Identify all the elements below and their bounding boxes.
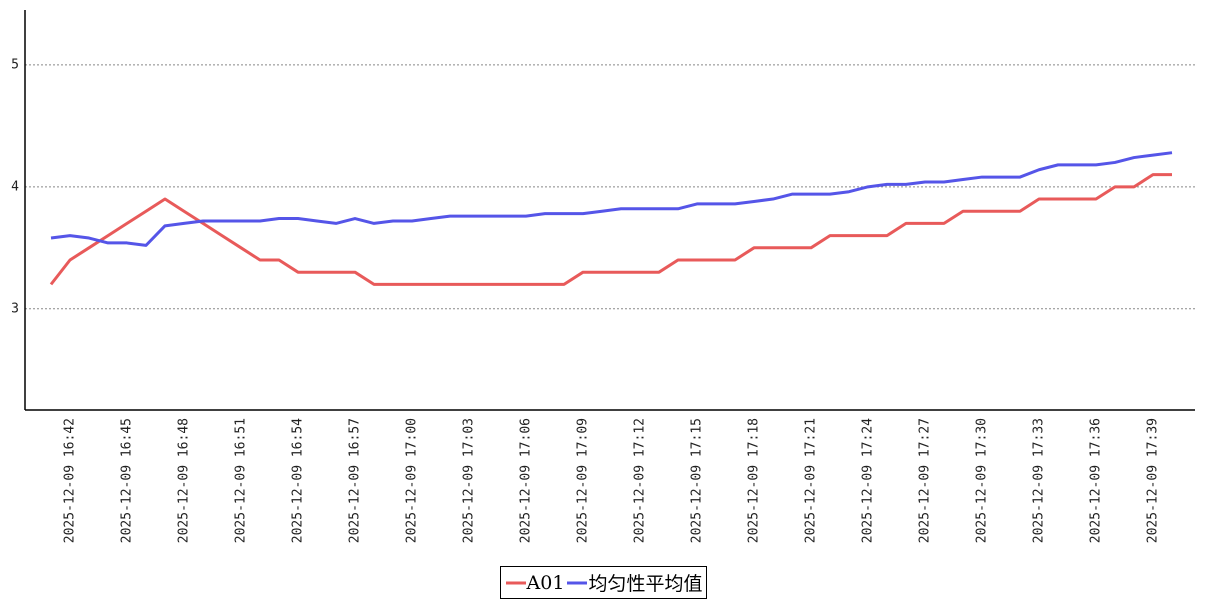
x-tick-label: 2025-12-09 16:57 [348, 418, 363, 543]
x-tick-label: 2025-12-09 17:24 [861, 418, 876, 543]
x-tick-label: 2025-12-09 17:39 [1146, 418, 1161, 543]
legend-label: 均匀性平均值 [588, 573, 703, 595]
x-tick-label: 2025-12-09 17:30 [975, 418, 990, 543]
x-tick-label: 2025-12-09 17:03 [462, 418, 477, 543]
x-tick-label: 2025-12-09 17:36 [1089, 418, 1104, 543]
x-tick-label: 2025-12-09 16:48 [177, 418, 192, 543]
legend-item: A01 [505, 571, 565, 594]
legend-swatch [567, 581, 588, 584]
y-tick-label: 3 [11, 301, 19, 316]
y-tick-label: 4 [11, 179, 19, 194]
x-tick-label: 2025-12-09 16:54 [291, 418, 306, 543]
chart: 3 4 5 2025-12-09 16:42 2025-12-09 16:45 2025-… [11, 10, 1195, 543]
x-tick-label: 2025-12-09 17:18 [747, 418, 762, 543]
series-line [50, 151, 1173, 247]
legend-swatch [505, 581, 526, 584]
x-tick-label: 2025-12-09 16:45 [120, 418, 135, 543]
y-tick-label: 5 [11, 57, 19, 72]
series-line [49, 173, 1172, 286]
x-tick-label: 2025-12-09 17:09 [576, 418, 591, 543]
legend-item: 均匀性平均值 [566, 569, 702, 596]
x-tick-label: 2025-12-09 16:42 [63, 418, 78, 543]
x-tick-label: 2025-12-09 17:00 [405, 418, 420, 543]
x-tick-label: 2025-12-09 17:15 [690, 418, 705, 543]
x-tick-label: 2025-12-09 17:21 [804, 418, 819, 543]
x-tick-label: 2025-12-09 17:12 [633, 418, 648, 543]
x-tick-label: 2025-12-09 17:06 [519, 418, 534, 543]
legend-label: A01 [526, 571, 565, 594]
legend-box: A01 均匀性平均值 [499, 566, 708, 599]
legend: A01 均匀性平均值 [0, 566, 1207, 599]
x-tick-label: 2025-12-09 17:33 [1032, 418, 1047, 543]
x-tick-label: 2025-12-09 17:27 [918, 418, 933, 543]
x-tick-label: 2025-12-09 16:51 [234, 418, 249, 543]
